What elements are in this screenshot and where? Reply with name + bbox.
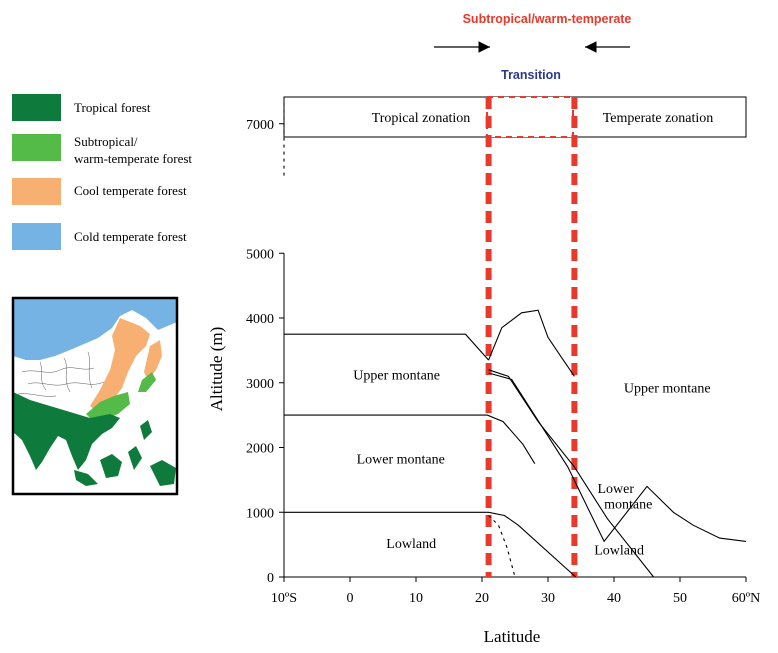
x-tick-label: 10 — [409, 591, 423, 606]
japan-cool-temperate — [144, 340, 162, 380]
cool-temperate-region — [90, 318, 150, 412]
y-tick-label: 2000 — [246, 442, 274, 457]
zonation-boundary-line — [488, 372, 747, 543]
tropical-mainland-region — [13, 392, 120, 470]
subtropical-region — [86, 392, 130, 420]
cold-temperate-region — [13, 298, 177, 360]
y-tick-label: 4000 — [246, 312, 274, 327]
sulawesi-island — [128, 446, 142, 470]
subtropical-warm-temperate-label: Subtropical/warm-temperate — [463, 12, 632, 26]
x-axis-title: Latitude — [484, 627, 541, 646]
legend-label-tropical: Tropical forest — [74, 100, 151, 115]
zone-annotation: Lowland — [386, 537, 436, 552]
zonation-boundary-line — [488, 309, 575, 377]
legend-swatch-subtropical — [12, 134, 61, 161]
legend-swatch-tropical — [12, 94, 61, 121]
transition-zone-box — [486, 96, 574, 138]
x-tick-label: 20 — [475, 591, 489, 606]
tropical-zonation-label: Tropical zonation — [372, 111, 471, 126]
plot-axes: 10ºS 0 10 20 30 40 50 60ºN 0 1000 2000 3000 4000 5000… — [246, 118, 760, 606]
y-axis-title: Altitude (m) — [207, 327, 226, 412]
transition-label: Transition — [501, 68, 561, 82]
x-tick-label: 50 — [673, 591, 687, 606]
zonation-boundary-line — [488, 515, 516, 578]
sumatra-java-islands — [74, 470, 98, 486]
japan-subtropical — [138, 372, 156, 392]
zonation-boundary-line — [284, 333, 490, 361]
legend-label-cold-temperate: Cold temperate forest — [74, 229, 187, 244]
zonation-boundary-line — [488, 369, 655, 578]
legend-label-subtropical-line2: warm-temperate forest — [74, 151, 192, 166]
legend-swatch-cool-temperate — [12, 178, 61, 205]
x-tick-label: 40 — [607, 591, 621, 606]
x-tick-label: 0 — [347, 591, 354, 606]
philippines-island — [140, 420, 152, 440]
temperate-zonation-label: Temperate zonation — [603, 111, 714, 126]
y-tick-label: 3000 — [246, 377, 274, 392]
x-tick-label: 30 — [541, 591, 555, 606]
legend-label-cool-temperate: Cool temperate forest — [74, 183, 187, 198]
zone-annotation: Lower — [598, 482, 635, 497]
borneo-island — [100, 454, 122, 478]
x-tick-label: 10ºS — [271, 591, 297, 606]
legend: Tropical forest Subtropical/ warm-temper… — [12, 94, 192, 250]
y-tick-label: 0 — [267, 571, 274, 586]
y-tick-label: 1000 — [246, 506, 274, 521]
altitude-latitude-plot: 10ºS 0 10 20 30 40 50 60ºN 0 1000 2000 3000 4000 5000… — [207, 97, 760, 646]
east-asia-vegetation-map — [11, 296, 179, 496]
transition-boundary-lines — [485, 97, 578, 577]
new-guinea-island — [150, 460, 176, 486]
zone-annotation: montane — [604, 497, 652, 512]
zonation-lines — [283, 97, 747, 578]
zone-annotation: Lowland — [594, 543, 644, 558]
zonation-boundary-line — [284, 414, 536, 464]
y-tick-label: 7000 — [246, 118, 274, 133]
x-tick-label: 60ºN — [732, 591, 760, 606]
zone-annotation: Lower montane — [357, 453, 445, 468]
legend-swatch-cold-temperate — [12, 223, 61, 250]
zonation-boundary-line — [284, 511, 577, 578]
zone-annotations: Upper montane Upper montane Lower montane L… — [353, 369, 710, 559]
y-tick-label: 5000 — [246, 247, 274, 262]
map-boundary-lines — [17, 351, 105, 397]
zone-annotation: Upper montane — [624, 381, 711, 396]
legend-label-subtropical-line1: Subtropical/ — [74, 134, 138, 149]
zone-annotation: Upper montane — [353, 369, 440, 384]
map-frame — [11, 296, 179, 496]
